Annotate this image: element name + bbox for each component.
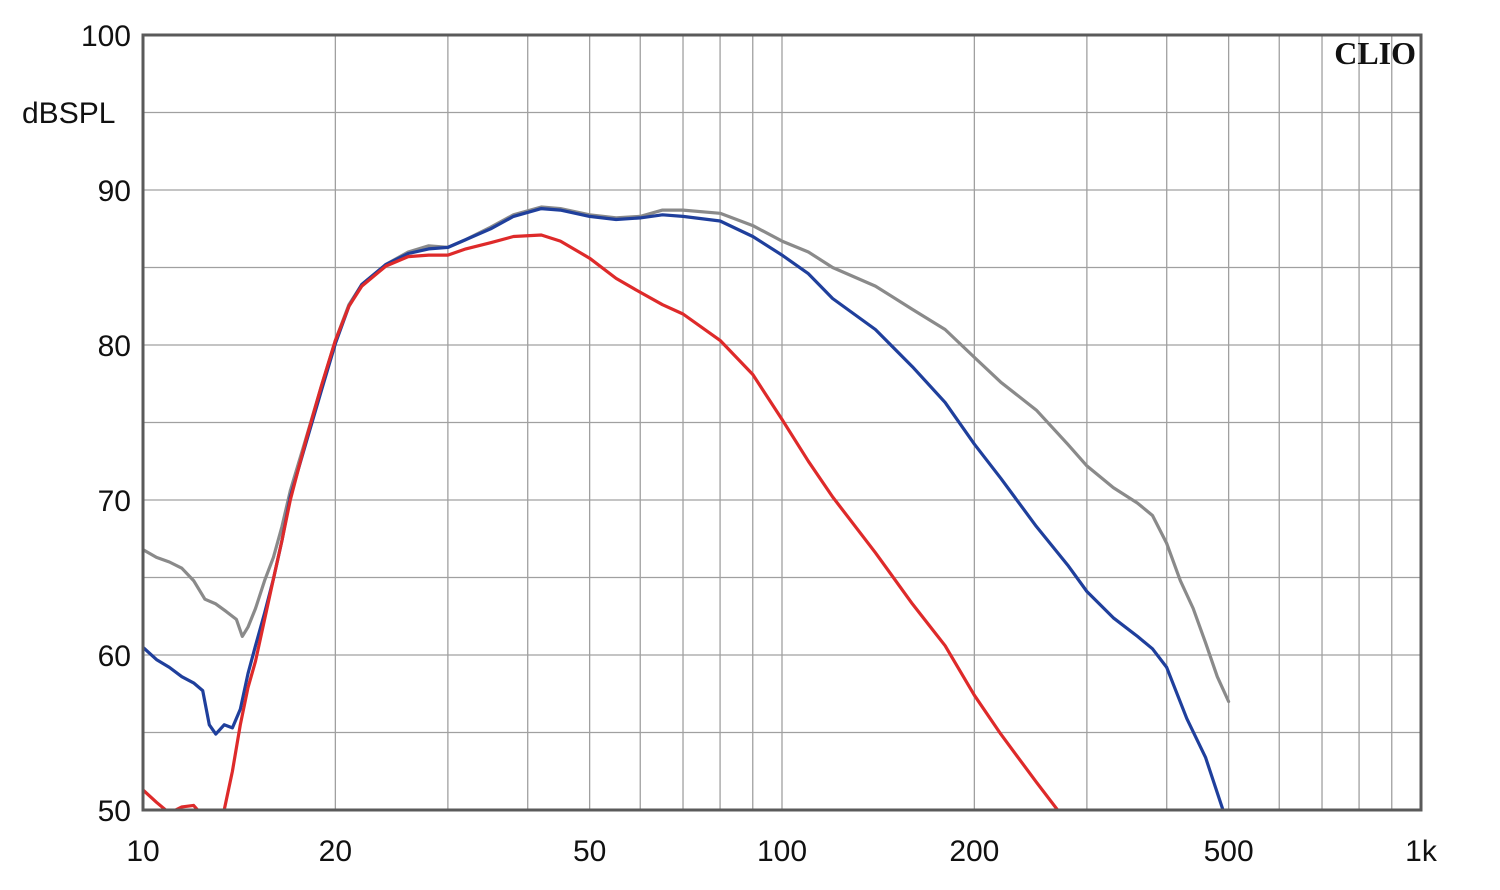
x-tick-label: 100 [757, 835, 807, 868]
x-tick-label: 10 [126, 835, 159, 868]
plot-frame [141, 33, 1423, 812]
y-tick-label: 90 [98, 175, 131, 208]
series-line-3 [143, 233, 1060, 810]
x-tick-label: 200 [949, 835, 999, 868]
y-tick-label: 60 [98, 640, 131, 673]
brand-logo-text: CLIO [1334, 35, 1416, 71]
x-tick-label: 1k [1405, 835, 1438, 868]
x-tick-label: 50 [573, 835, 606, 868]
x-tick-label: 20 [319, 835, 352, 868]
y-tick-label: 70 [98, 485, 131, 518]
series-group [143, 205, 1231, 810]
x-tick-label: 500 [1204, 835, 1254, 868]
y-tick-label: 50 [98, 795, 131, 828]
y-axis-unit-label: dBSPL [22, 97, 115, 130]
grid [143, 35, 1421, 810]
series-line-1 [143, 205, 1231, 704]
series-line-2 [143, 207, 1225, 810]
y-tick-label: 100 [81, 20, 131, 53]
tick-labels: 10 20 50 100 200 500 1k 100 90 80 70 60 50 [81, 20, 1438, 868]
y-tick-label: 80 [98, 330, 131, 363]
